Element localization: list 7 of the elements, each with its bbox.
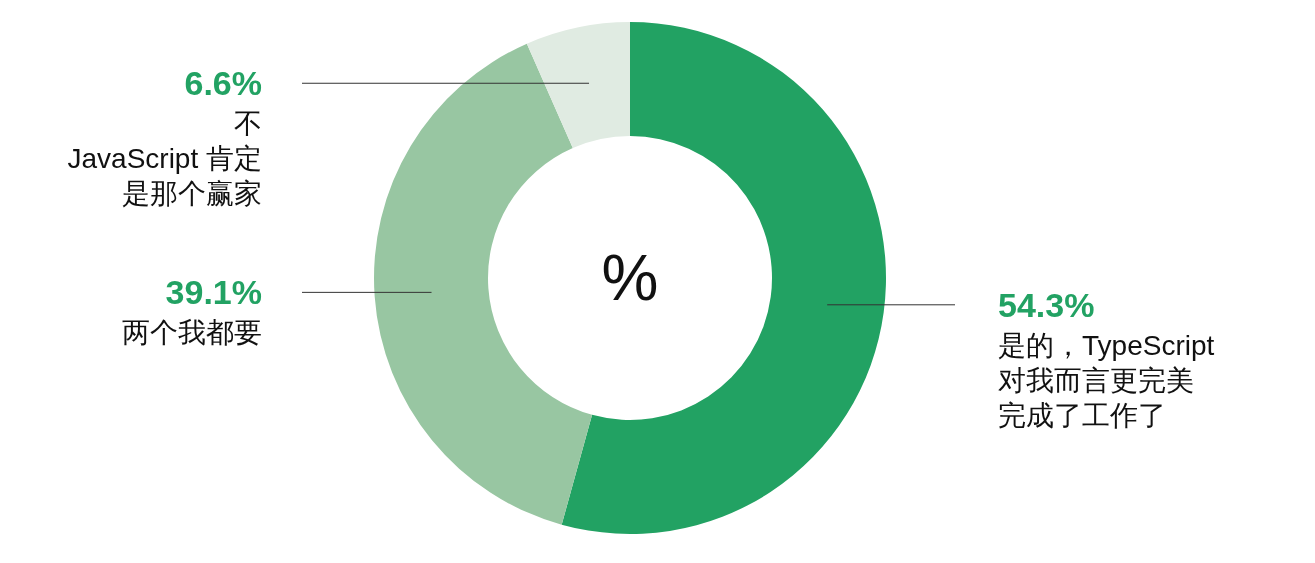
slice-label: 两个我都要: [122, 317, 262, 349]
text: %: [601, 242, 659, 314]
data-label: 6.6%: [184, 64, 262, 103]
slice-label: 不 JavaScript 肯定是那个赢家: [67, 108, 262, 210]
data-label: 39.1%: [165, 273, 262, 312]
data-label: 54.3%: [998, 285, 1095, 324]
slice-label: 是的，TypeScript 对我而言更完美完成了工作了: [998, 329, 1215, 431]
